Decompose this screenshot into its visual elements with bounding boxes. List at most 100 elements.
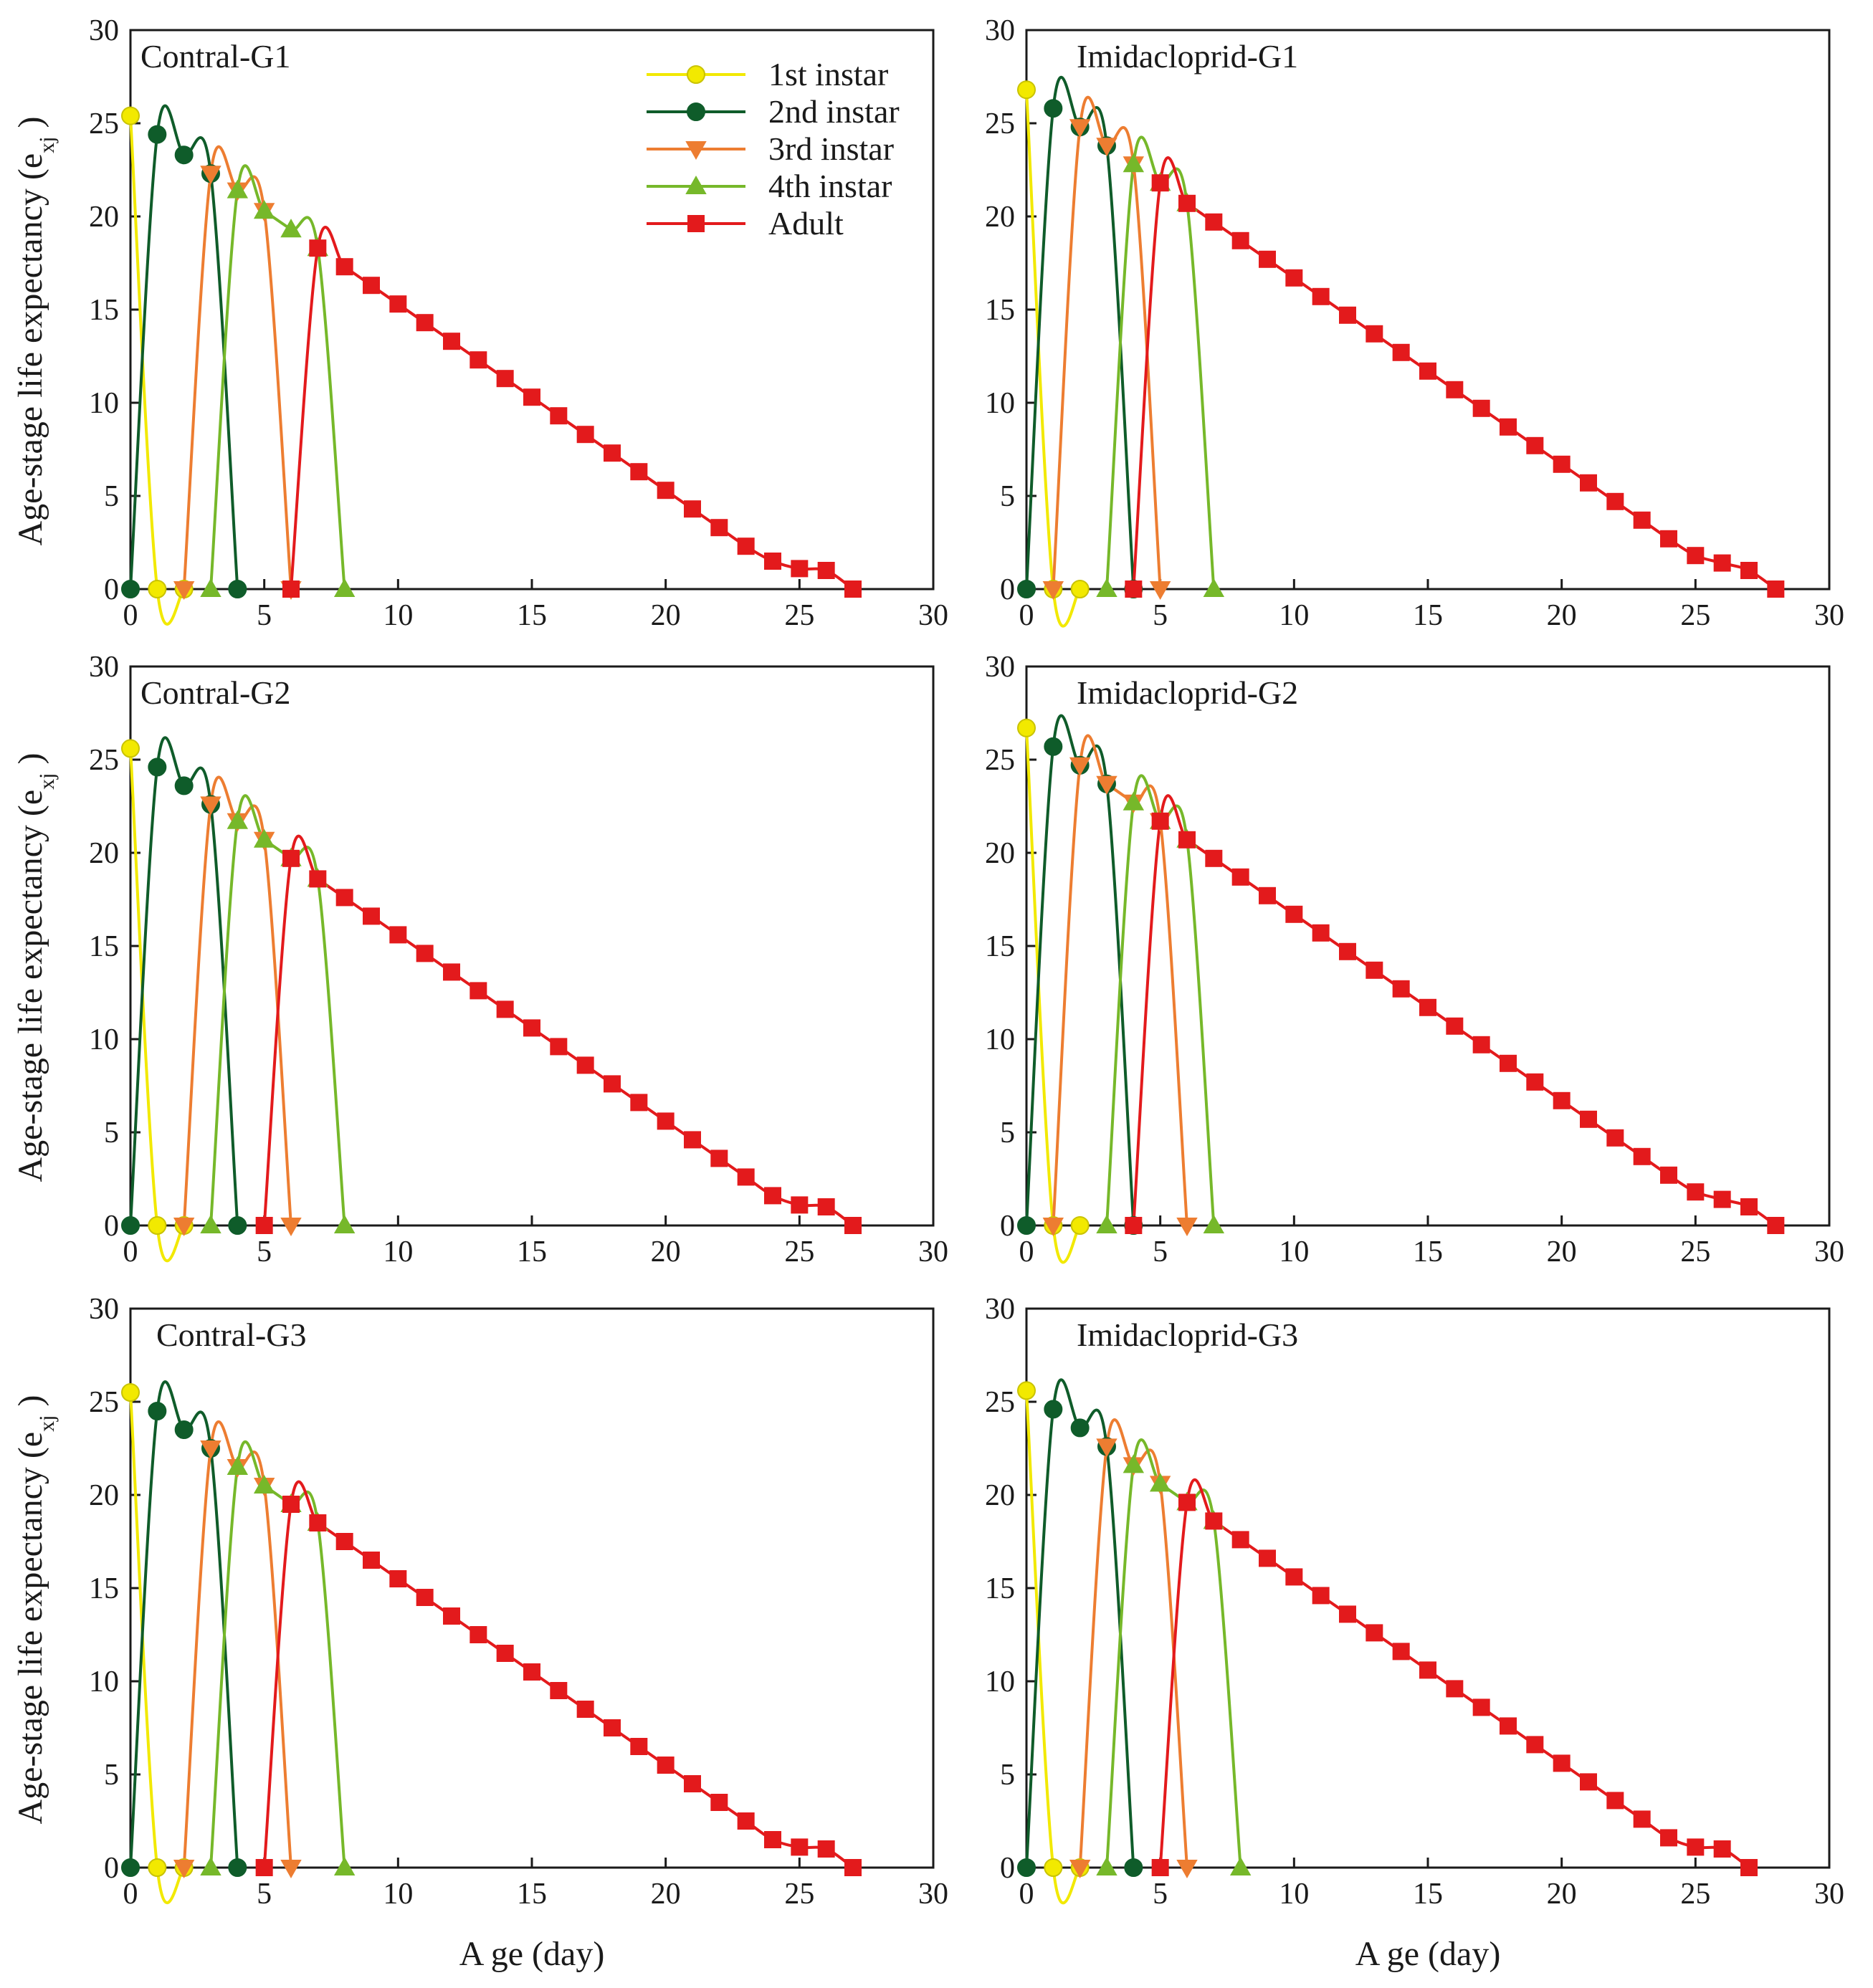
data-point-4th-instar (1203, 1214, 1225, 1233)
data-point-3rd-instar (1069, 119, 1091, 138)
data-point-adult (1553, 1091, 1571, 1109)
data-point-3rd-instar (280, 1218, 302, 1237)
y-tick-label: 0 (104, 573, 119, 606)
data-point-adult (1205, 849, 1223, 867)
data-point-adult (1500, 1717, 1517, 1735)
y-tick-label: 20 (89, 1479, 119, 1512)
data-point-adult (363, 907, 380, 925)
x-tick-label: 25 (784, 599, 814, 632)
data-point-adult (576, 426, 594, 444)
data-point-adult (1472, 1036, 1490, 1053)
data-point-1st-instar (1044, 1858, 1063, 1877)
data-point-adult (1285, 1568, 1303, 1586)
data-point-adult (282, 1496, 300, 1513)
plot-frame (129, 1307, 935, 1869)
data-point-adult (443, 333, 460, 350)
y-tick-label: 10 (89, 1023, 119, 1056)
x-tick-label: 30 (1814, 599, 1844, 632)
series-line-1st-instar (1025, 90, 1082, 628)
data-point-adult (1339, 1605, 1356, 1623)
data-point-adult (1125, 1217, 1143, 1234)
data-point-3rd-instar (173, 581, 195, 601)
data-point-2nd-instar (1044, 1400, 1063, 1419)
data-point-adult (1687, 1183, 1705, 1201)
x-tick-label: 0 (1019, 1236, 1034, 1268)
data-point-adult (255, 1217, 273, 1234)
y-tick-label: 5 (1000, 480, 1015, 513)
data-point-adult (764, 1831, 781, 1848)
data-point-3rd-instar (1069, 757, 1091, 776)
data-point-adult (1259, 887, 1276, 904)
data-point-adult (1231, 868, 1249, 886)
data-point-adult (282, 849, 300, 867)
data-point-4th-instar (1123, 153, 1145, 173)
data-point-2nd-instar (174, 1420, 194, 1439)
data-point-3rd-instar (173, 1860, 195, 1879)
y-axis-title-subscript: xj (35, 773, 59, 789)
x-tick-label: 25 (1680, 599, 1710, 632)
data-point-4th-instar (1096, 1214, 1117, 1233)
data-point-adult (1767, 580, 1785, 598)
data-point-adult (710, 1150, 728, 1167)
x-tick-label: 20 (651, 1236, 681, 1268)
panel-contral-g3: 0 5 10 15 20 25 30 0 5 10 15 20 25 30 Contral-G3 (89, 1293, 948, 1911)
data-point-adult (309, 239, 327, 257)
data-point-adult (496, 1000, 514, 1018)
x-tick-label: 0 (1019, 1878, 1034, 1911)
y-axis-title-main: Age-stage life expectancy (e (11, 790, 49, 1182)
data-point-adult (710, 1794, 728, 1811)
data-point-adult (1687, 1838, 1705, 1856)
data-point-adult (523, 1663, 540, 1681)
data-point-adult (1500, 418, 1517, 436)
data-point-4th-instar (227, 810, 249, 829)
data-point-4th-instar (1123, 1454, 1145, 1473)
legend-marker-3rd-instar (685, 141, 707, 161)
panel-contral-g2: 0 5 10 15 20 25 30 0 5 10 15 20 25 30 Contral-G2 (89, 651, 948, 1268)
data-point-adult (1472, 399, 1490, 417)
data-point-adult (1713, 554, 1731, 572)
data-point-3rd-instar (1176, 1860, 1198, 1879)
panel-title: Imidacloprid-G3 (1077, 1316, 1298, 1353)
y-axis-title-subscript: xj (35, 1415, 59, 1431)
data-point-adult (1285, 269, 1303, 287)
legend-label: 2nd instar (768, 93, 900, 130)
data-point-3rd-instar (1096, 1438, 1117, 1458)
legend-label: 3rd instar (768, 130, 894, 167)
series-markers (121, 1383, 862, 1879)
data-point-adult (1392, 1643, 1410, 1660)
data-point-adult (684, 500, 701, 518)
data-point-2nd-instar (174, 145, 194, 165)
data-point-adult (389, 295, 407, 313)
y-tick-label: 10 (985, 387, 1015, 420)
data-point-adult (1339, 942, 1356, 960)
data-point-4th-instar (227, 179, 249, 199)
x-tick-label: 15 (1413, 1236, 1443, 1268)
data-point-adult (1231, 231, 1249, 249)
data-point-2nd-instar (121, 1858, 140, 1877)
data-point-3rd-instar (1042, 581, 1064, 601)
y-tick-label: 30 (985, 1293, 1015, 1326)
x-tick-label: 20 (651, 1878, 681, 1911)
data-point-4th-instar (227, 1456, 249, 1475)
data-point-adult (1205, 213, 1223, 231)
data-point-1st-instar (1017, 718, 1036, 737)
data-point-adult (844, 1217, 862, 1234)
x-tick-label: 25 (784, 1878, 814, 1911)
x-tick-label: 5 (1153, 1236, 1168, 1268)
data-point-adult (1633, 1810, 1651, 1828)
data-point-2nd-instar (148, 758, 167, 777)
x-tick-label: 5 (257, 599, 272, 632)
series-line-3rd-instar (182, 1420, 292, 1868)
data-point-4th-instar (1096, 578, 1117, 597)
data-point-adult (1740, 562, 1758, 579)
data-point-4th-instar (200, 1856, 221, 1875)
data-point-adult (576, 1701, 594, 1718)
data-point-adult (1606, 1792, 1624, 1810)
y-axis-title: Age-stage life expectancy (exj ) (11, 116, 59, 545)
x-tick-label: 10 (383, 599, 413, 632)
data-point-adult (630, 463, 648, 481)
legend-marker-1st-instar (687, 65, 705, 84)
data-point-adult (1660, 1166, 1677, 1184)
y-tick-label: 15 (89, 1572, 119, 1605)
data-point-adult (1231, 1531, 1249, 1549)
